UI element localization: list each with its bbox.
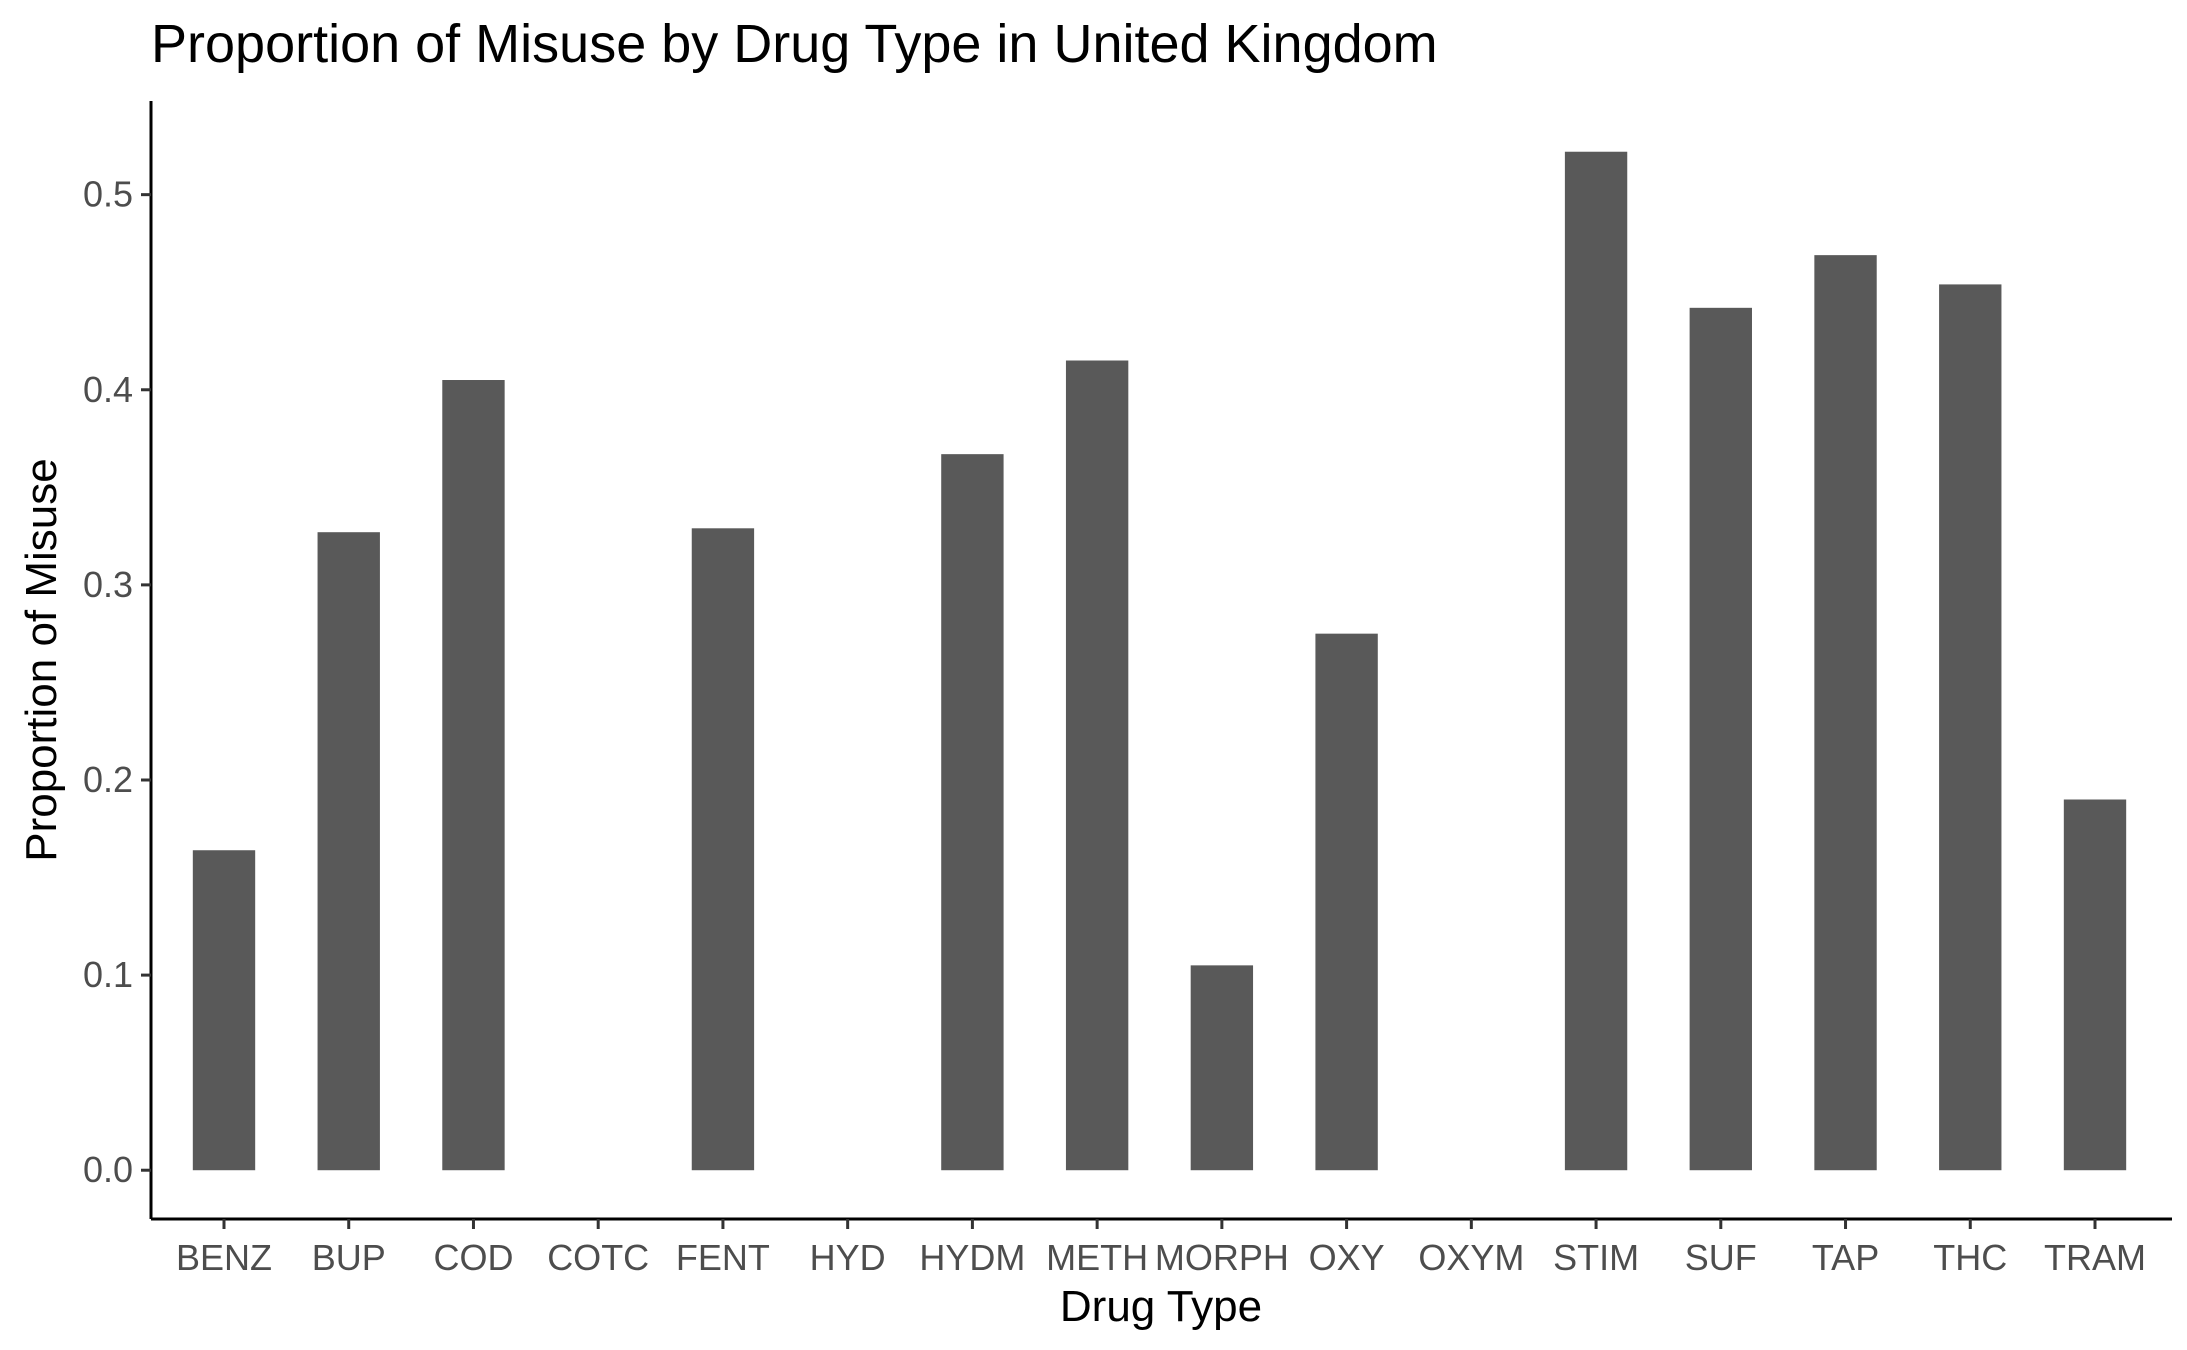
bar-oxy [1315, 633, 1378, 1171]
x-tick-label: STIM [1553, 1237, 1639, 1278]
y-tick-label: 0.1 [83, 954, 133, 995]
x-tick-label: SUF [1685, 1237, 1757, 1278]
bar-thc [1939, 284, 2002, 1171]
bar-stim [1564, 151, 1628, 1171]
bar-morph [1190, 965, 1254, 1171]
y-tick-label: 0.5 [83, 174, 133, 215]
bar-cod [442, 380, 505, 1171]
x-tick-label: HYDM [919, 1237, 1025, 1278]
x-tick-label: METH [1046, 1237, 1148, 1278]
y-tick-label: 0.3 [83, 564, 133, 605]
x-tick-label: BENZ [176, 1237, 272, 1278]
x-tick-label: COTC [547, 1237, 649, 1278]
x-tick-label: OXY [1309, 1237, 1385, 1278]
y-axis-title: Proportion of Misuse [17, 458, 66, 862]
x-tick-label: MORPH [1155, 1237, 1289, 1278]
x-axis-ticks: BENZ BUP COD COTC FENT HYD HYDM METH MORPH OXY OXY… [176, 1219, 2146, 1278]
x-tick-label: OXYM [1418, 1237, 1524, 1278]
x-tick-label: TAP [1812, 1237, 1879, 1278]
y-tick-label: 0.4 [83, 369, 133, 410]
bar-fent [691, 528, 755, 1171]
x-tick-label: BUP [312, 1237, 386, 1278]
bar-tap [1814, 255, 1877, 1171]
chart-title: Proportion of Misuse by Drug Type in Uni… [151, 14, 1438, 74]
x-tick-label: FENT [676, 1237, 770, 1278]
bar-hydm [941, 454, 1004, 1171]
bar-benz [192, 850, 256, 1171]
bars-layer [192, 151, 2127, 1171]
bar-meth [1065, 360, 1129, 1171]
y-tick-label: 0.2 [83, 759, 133, 800]
x-tick-label: TRAM [2044, 1237, 2146, 1278]
x-tick-label: HYD [810, 1237, 886, 1278]
x-tick-label: COD [433, 1237, 513, 1278]
bar-tram [2063, 799, 2127, 1171]
bar-bup [317, 532, 380, 1171]
y-axis-ticks: 0.0 0.1 0.2 0.3 0.4 0.5 [83, 174, 151, 1190]
y-tick-label: 0.0 [83, 1149, 133, 1190]
bar-suf [1689, 307, 1752, 1171]
x-tick-label: THC [1933, 1237, 2007, 1278]
x-axis-title: Drug Type [1060, 1282, 1262, 1331]
